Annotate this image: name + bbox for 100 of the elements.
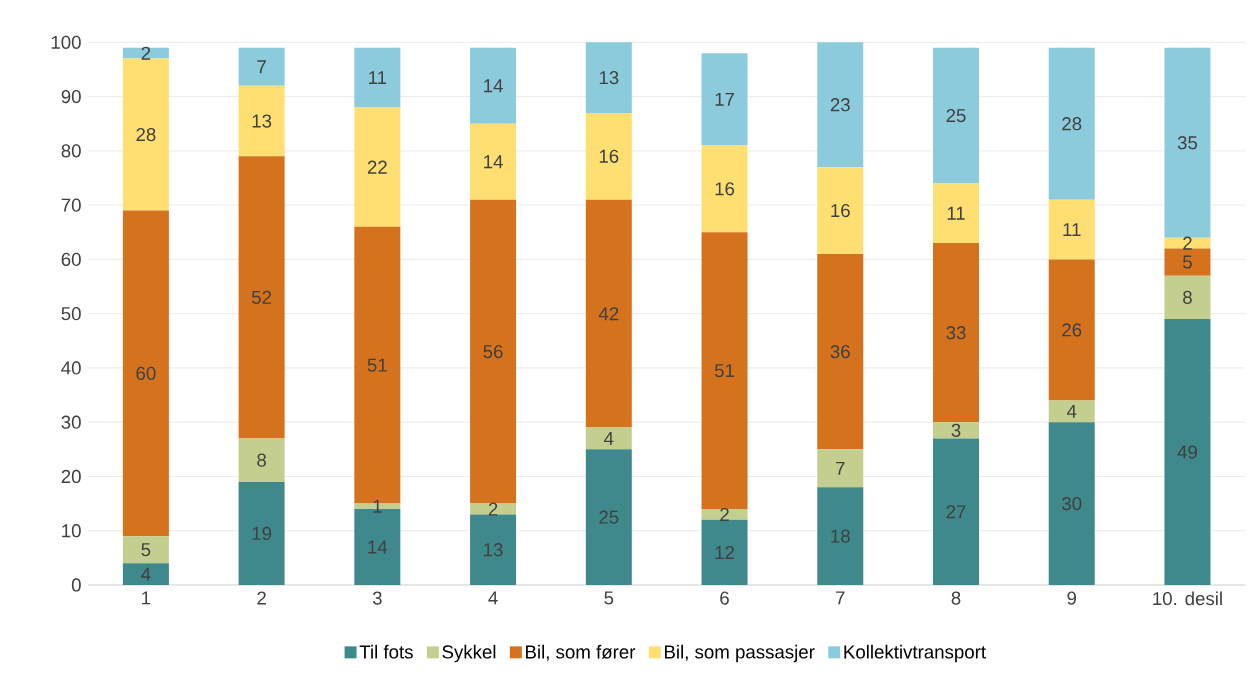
bar [1164,47,1211,238]
x-tick-label: 9 [1067,591,1077,605]
data-label: 14 [484,155,503,169]
bar [701,53,748,146]
legend-label: Sykkel [442,644,496,663]
bar [122,58,169,211]
data-label: 8 [257,453,266,467]
data-label: 4 [604,432,614,445]
bar [701,145,748,233]
bar [1048,400,1095,423]
data-label: 56 [483,345,503,359]
data-label: 35 [1177,136,1198,150]
bar [1048,259,1095,401]
bar [470,514,517,585]
bar [122,563,169,585]
data-label: 12 [715,545,734,559]
data-label: 13 [599,70,619,85]
bar [1164,275,1211,320]
data-label: 7 [836,461,845,475]
data-label: 28 [136,127,156,142]
bar [470,199,517,504]
data-label: 2 [1183,236,1192,250]
y-tick-label: 60 [61,252,81,267]
data-label: 23 [830,98,850,112]
bar [933,183,979,244]
data-label: 42 [598,307,619,321]
data-label: 52 [251,290,272,304]
bar [933,422,979,439]
y-tick-label: 100 [51,35,81,49]
data-label: 11 [369,71,387,85]
bar [817,42,864,168]
data-label: 4 [1066,404,1077,418]
y-tick-label: 20 [61,469,81,484]
data-label: 14 [484,79,503,93]
data-label: 19 [252,526,272,541]
y-tick-label: 90 [61,89,81,104]
data-label: 16 [831,203,850,218]
data-label: 16 [599,149,619,163]
bar [585,112,632,200]
bar [1048,199,1095,260]
data-label: 22 [367,160,387,174]
bar [817,167,864,254]
y-tick-label: 0 [71,578,81,592]
data-label: 13 [484,543,503,557]
bar [354,47,401,108]
x-tick-label: 7 [836,591,845,605]
bar [817,487,864,585]
data-label: 14 [368,540,388,554]
x-tick-label: 5 [604,591,614,605]
data-label: 5 [141,543,151,557]
data-label: 2 [720,507,729,521]
bar [354,107,401,227]
bar [1164,237,1211,249]
bar [1164,248,1211,276]
x-tick-label: 1 [142,591,151,605]
data-label: 18 [831,529,850,543]
data-label: 28 [1062,117,1082,131]
bar [1048,422,1095,585]
data-label: 7 [257,60,266,74]
y-tick-label: 10 [62,524,81,538]
bar [585,427,632,450]
legend-label: Kollektivtransport [844,644,986,663]
data-label: 30 [1062,496,1082,511]
data-label: 33 [946,326,966,340]
bar [701,509,748,520]
bar [238,85,285,157]
bar [817,253,864,450]
data-label: 17 [715,92,734,106]
bar [933,47,979,184]
y-tick-label: 50 [61,307,81,321]
y-tick-label: 30 [61,415,81,429]
bar [817,449,864,488]
data-label: 2 [488,502,498,516]
y-tick-label: 80 [61,144,81,158]
legend-label: Bil, som fører [526,644,636,661]
x-tick-label: 4 [488,591,498,605]
data-label: 25 [946,108,966,123]
x-tick-label: 6 [720,591,729,605]
bar [933,438,979,585]
data-label: 51 [714,364,735,378]
data-label: 11 [947,206,965,220]
y-tick-label: 70 [61,198,81,212]
x-tick-label: 3 [372,591,382,605]
data-label: 2 [141,46,151,60]
data-label: 51 [367,358,387,372]
bar [701,232,748,510]
bar [122,210,169,537]
data-label: 5 [1183,255,1192,269]
data-label: 16 [715,182,735,196]
bar [585,199,632,428]
x-tick-label: 10. desil [1153,591,1222,606]
bar [238,47,285,86]
data-label: 26 [1062,323,1082,337]
legend-label: Til fots [359,644,413,659]
data-label: 60 [136,366,156,380]
data-label: 8 [1183,290,1192,304]
data-label: 25 [599,510,619,524]
data-label: 4 [141,567,151,581]
bar [238,481,285,585]
y-tick-label: 40 [61,361,81,375]
